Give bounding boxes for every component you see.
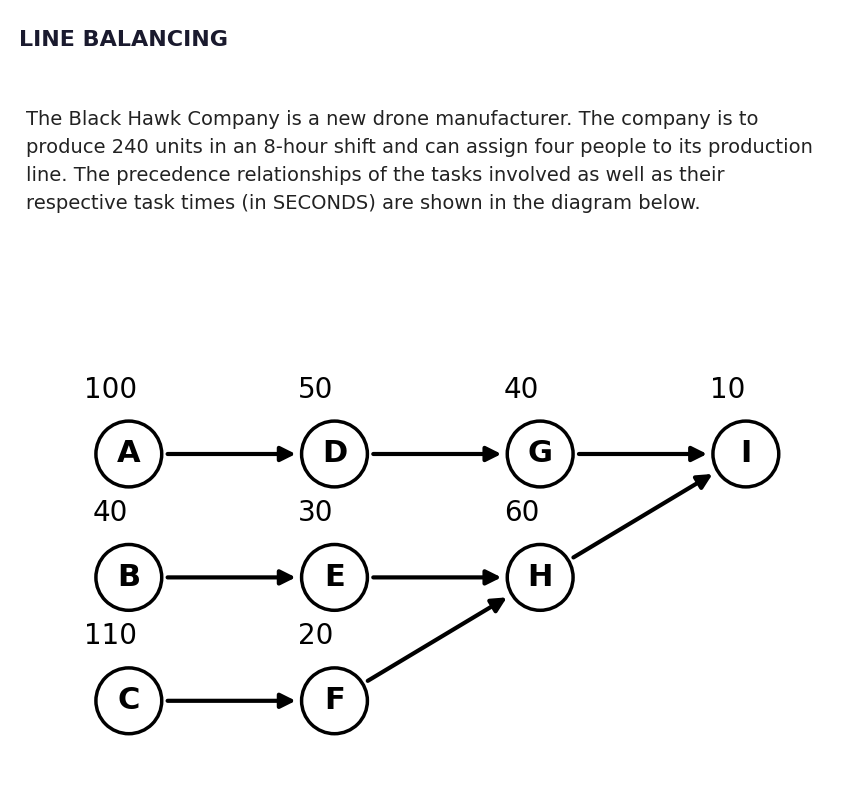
Text: 40: 40 [504, 375, 540, 404]
Text: B: B [117, 563, 140, 592]
Circle shape [96, 668, 162, 734]
Text: I: I [740, 440, 752, 469]
Circle shape [301, 545, 367, 610]
Text: F: F [324, 686, 345, 715]
Text: 10: 10 [709, 375, 745, 404]
Text: E: E [324, 563, 345, 592]
Text: 30: 30 [298, 499, 333, 527]
Text: LINE BALANCING: LINE BALANCING [19, 30, 228, 50]
Text: G: G [527, 440, 553, 469]
Circle shape [507, 421, 573, 487]
Circle shape [301, 668, 367, 734]
Text: The Black Hawk Company is a new drone manufacturer. The company is to
produce 24: The Black Hawk Company is a new drone ma… [26, 111, 813, 213]
Text: C: C [118, 686, 140, 715]
Circle shape [96, 421, 162, 487]
Text: 100: 100 [84, 375, 137, 404]
Text: 40: 40 [93, 499, 128, 527]
Text: H: H [527, 563, 553, 592]
Text: 110: 110 [84, 622, 137, 650]
Text: 50: 50 [298, 375, 333, 404]
Circle shape [713, 421, 779, 487]
Text: A: A [117, 440, 140, 469]
Text: 20: 20 [298, 622, 333, 650]
Circle shape [96, 545, 162, 610]
Text: 60: 60 [504, 499, 540, 527]
Circle shape [301, 421, 367, 487]
Text: D: D [322, 440, 347, 469]
Circle shape [507, 545, 573, 610]
